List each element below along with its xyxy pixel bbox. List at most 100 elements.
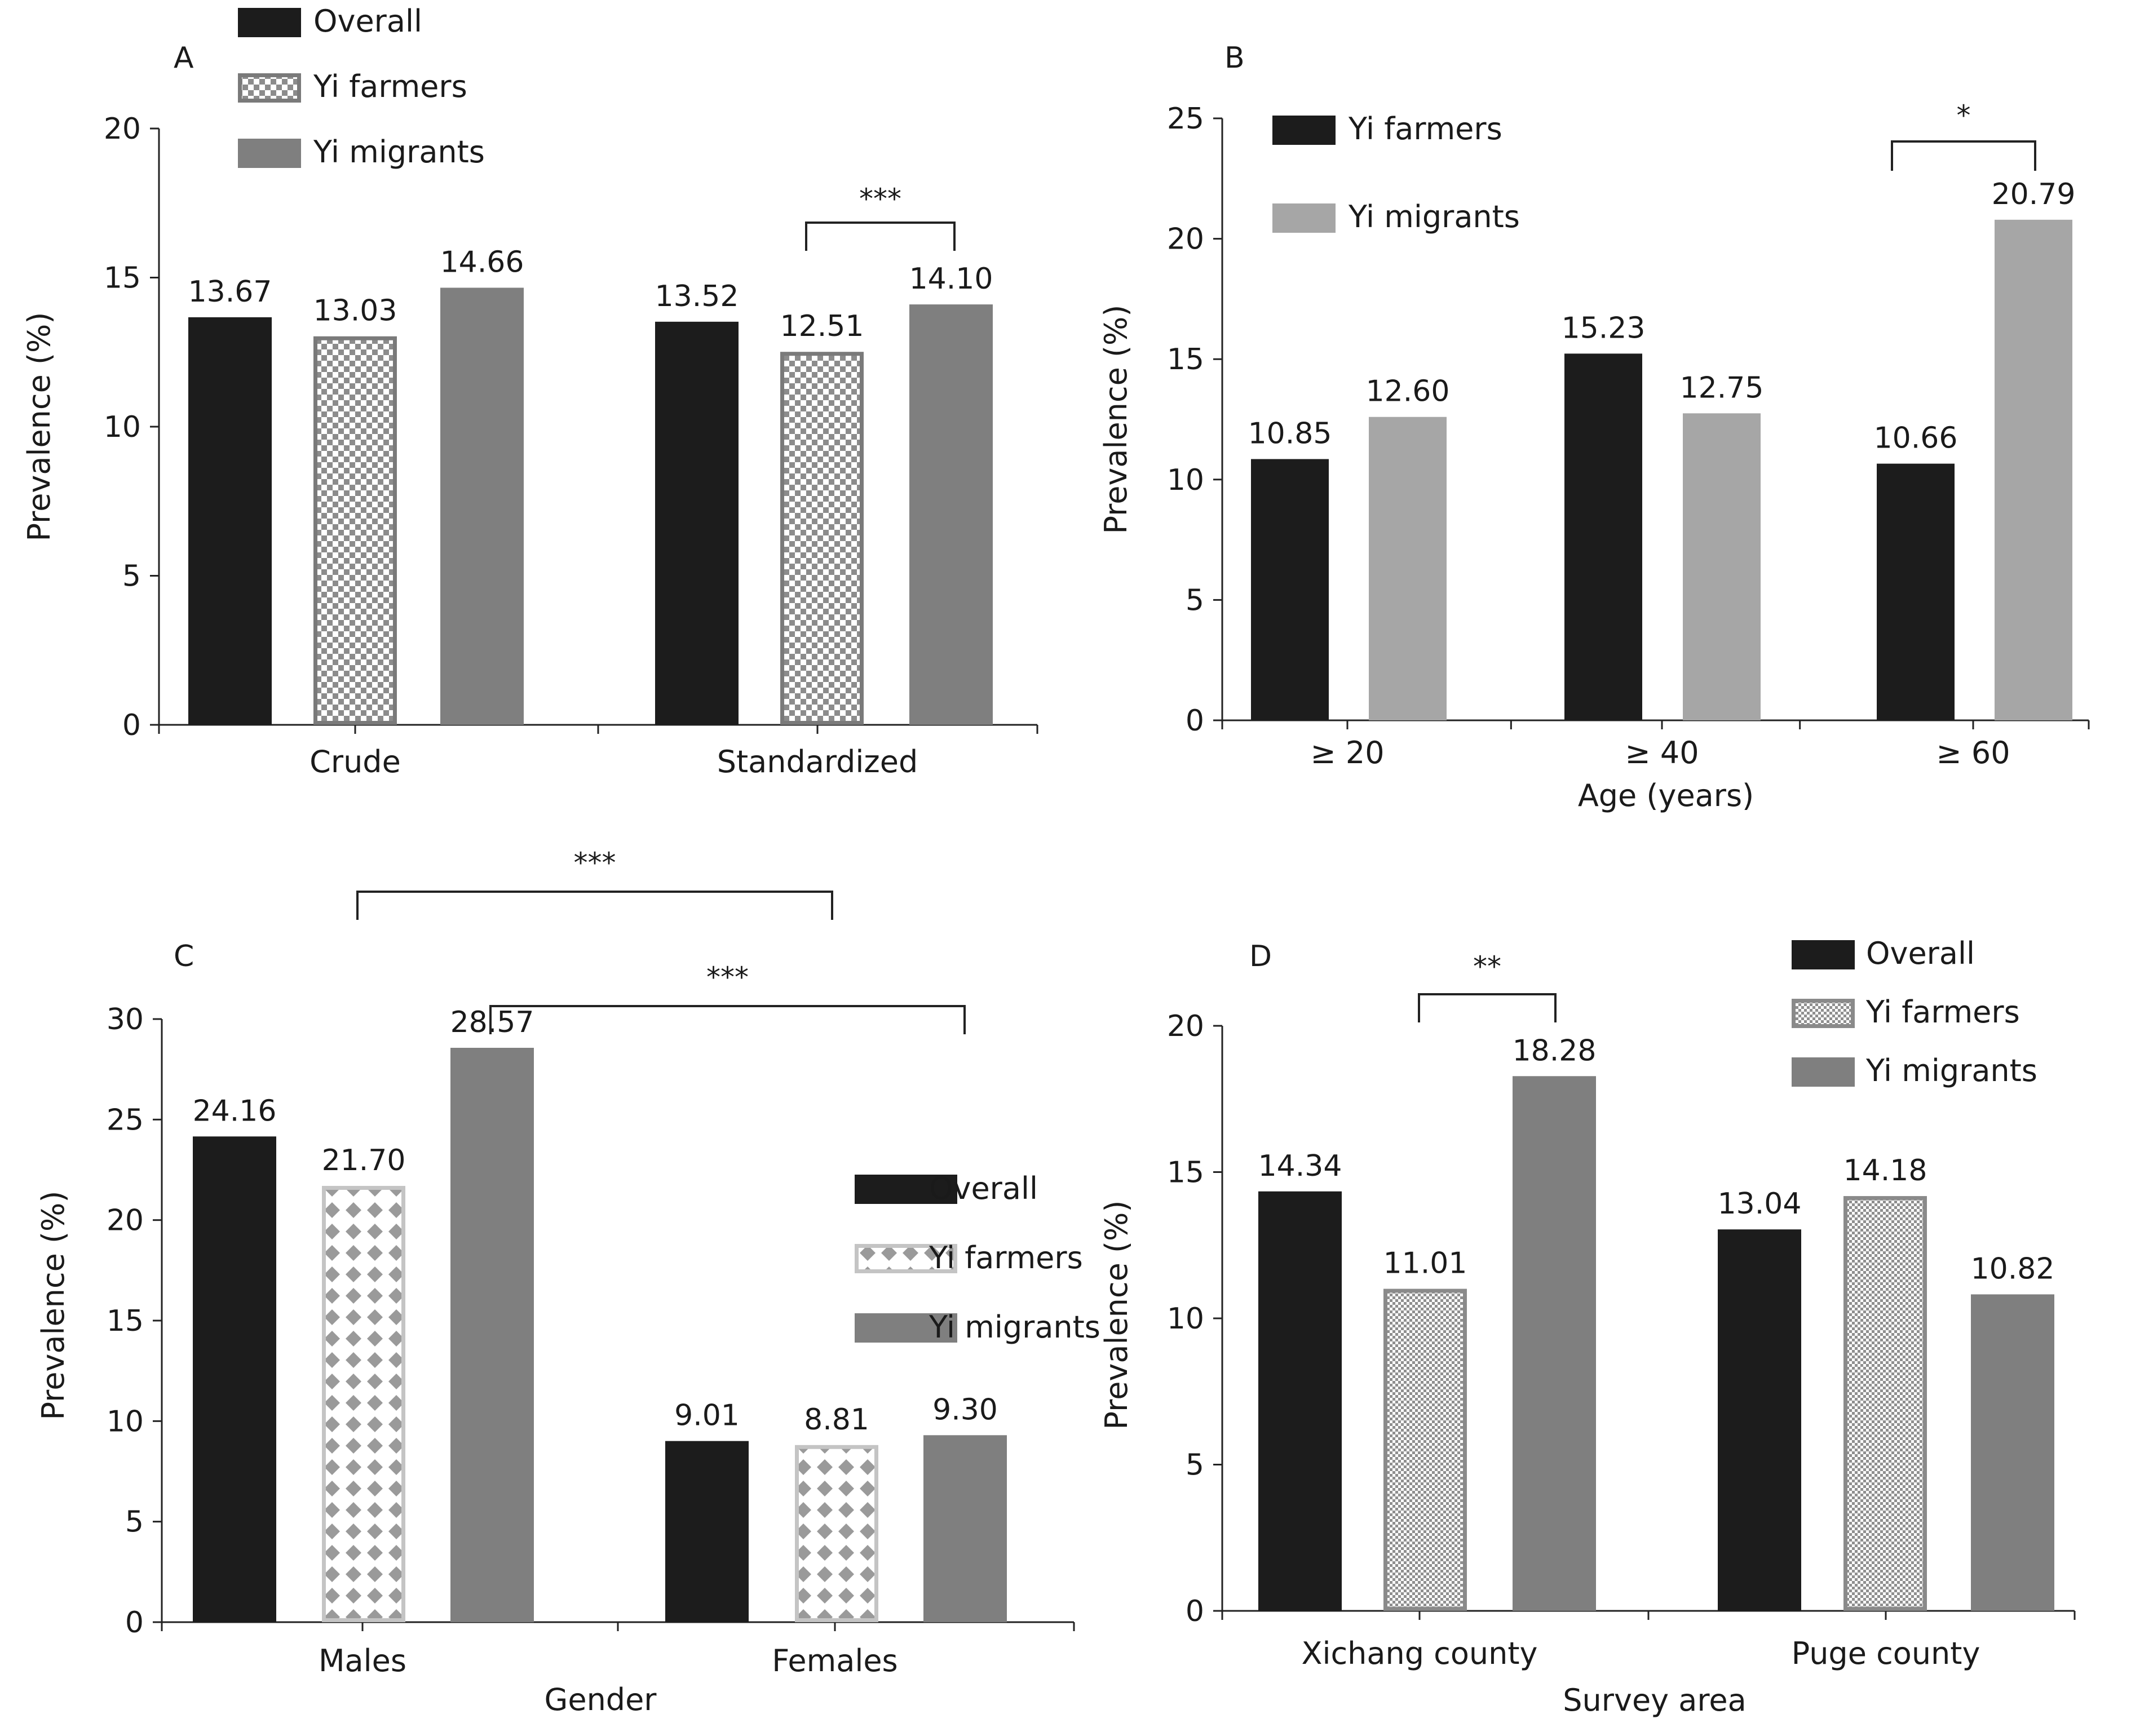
legend-swatch	[1792, 940, 1855, 969]
bar-value-label: 13.04	[1718, 1187, 1802, 1221]
significance-bracket: **	[1418, 950, 1557, 1022]
bracket-line	[1418, 993, 1557, 1022]
bar-overall	[655, 321, 739, 725]
legend-swatch	[1792, 1057, 1855, 1087]
bar-yi-farmers	[795, 1445, 878, 1622]
y-tick-label: 0	[1186, 1595, 1204, 1628]
y-tick-label: 20	[107, 1204, 144, 1238]
panel-a: A 0 5 10 15 20 Prevalence (%) Crude Standardized…	[21, 3, 1038, 780]
y-tick-label: 15	[1167, 343, 1204, 377]
significance-label: ***	[706, 961, 749, 994]
y-tick-label: 15	[1167, 1156, 1204, 1190]
legend-swatch	[855, 1244, 957, 1273]
legend-label: Yi farmers	[929, 1240, 1083, 1276]
bar-value-label: 20.79	[1992, 178, 2076, 211]
bracket-line	[489, 1005, 966, 1034]
panel-label: C	[174, 940, 194, 973]
bar-yi-farmers	[1383, 1288, 1467, 1611]
legend-swatch	[1272, 116, 1336, 145]
bar-yi-migrants	[1513, 1076, 1596, 1611]
legend-label: Yi migrants	[1865, 1053, 2037, 1088]
y-tick-label: 10	[1167, 1302, 1204, 1336]
bar-value-label: 10.66	[1874, 422, 1958, 455]
y-tick-label: 5	[122, 560, 141, 594]
bar-overall	[188, 317, 272, 725]
panel-label: A	[174, 41, 194, 75]
bar-value-label: 13.03	[313, 294, 397, 328]
bar-overall	[1258, 1191, 1342, 1611]
y-tick-label: 5	[1186, 583, 1204, 617]
bar-value-label: 10.82	[1971, 1252, 2055, 1286]
bar-overall	[665, 1441, 749, 1622]
bar-value-label: 8.81	[804, 1403, 869, 1437]
significance-label: *	[1957, 99, 1971, 132]
legend-label: Overall	[1866, 936, 1975, 971]
significance-bracket: ***	[356, 847, 833, 920]
bar-yi-farmers	[1251, 459, 1329, 720]
x-category-label: Crude	[310, 744, 401, 780]
bar-yi-migrants	[1683, 413, 1761, 720]
legend-label: Yi migrants	[929, 1309, 1100, 1345]
legend: Overall Yi farmers Yi migrants	[855, 1171, 1100, 1345]
bar-value-label: 13.52	[655, 280, 739, 313]
x-category-label: Xichang county	[1302, 1636, 1538, 1671]
y-tick-label: 0	[1186, 704, 1204, 738]
bar-value-label: 14.10	[909, 262, 993, 296]
bar-value-label: 14.18	[1843, 1154, 1927, 1188]
y-tick-label: 20	[1167, 1009, 1204, 1043]
bar-value-label: 9.01	[674, 1399, 740, 1433]
legend: Overall Yi farmers Yi migrants	[1792, 936, 2037, 1088]
significance-bracket: *	[1891, 99, 2036, 171]
bracket-line	[805, 222, 956, 251]
legend-swatch	[1792, 999, 1855, 1028]
bar-yi-farmers	[1877, 463, 1955, 720]
bar-yi-farmers	[1564, 353, 1642, 720]
bar-yi-farmers	[1843, 1196, 1927, 1611]
chart-root: A 0 5 10 15 20 Prevalence (%) Crude Standardized…	[21, 3, 2090, 1718]
bar-yi-migrants	[1369, 417, 1447, 720]
significance-bracket: ***	[805, 183, 956, 251]
significance-bracket: ***	[489, 961, 966, 1034]
bar-value-label: 11.01	[1383, 1247, 1467, 1281]
legend-label: Yi migrants	[1348, 199, 1520, 234]
legend: Overall Yi farmers Yi migrants	[238, 3, 485, 170]
y-tick-label: 5	[1186, 1449, 1204, 1482]
bar-value-label: 12.75	[1680, 371, 1764, 405]
legend-label: Overall	[313, 3, 422, 39]
panel-c: C 0 5 10 15 20 25 30 Prevalence (%) Males Females G…	[36, 847, 1100, 1717]
y-axis-label: Prevalence (%)	[36, 1191, 71, 1420]
y-tick-label: 0	[125, 1606, 144, 1640]
x-category-label: ≥ 20	[1310, 735, 1384, 770]
bar-value-label: 12.51	[780, 309, 864, 343]
x-category-label: ≥ 60	[1936, 735, 2010, 770]
legend-swatch	[855, 1175, 957, 1204]
bar-value-label: 21.70	[322, 1144, 406, 1177]
bracket-line	[1891, 140, 2036, 171]
bar-yi-migrants	[1995, 219, 2072, 720]
significance-label: ***	[574, 847, 616, 879]
legend-label: Yi farmers	[313, 69, 467, 104]
bar-value-label: 24.16	[193, 1094, 277, 1128]
y-tick-label: 5	[125, 1505, 144, 1539]
x-category-label: Standardized	[717, 744, 918, 780]
y-axis-label: Prevalence (%)	[1099, 1201, 1134, 1430]
x-category-label: ≥ 40	[1625, 735, 1699, 770]
legend-swatch	[855, 1313, 957, 1343]
bar-yi-migrants	[909, 304, 993, 725]
bar-value-label: 15.23	[1562, 311, 1646, 345]
bar-yi-farmers	[322, 1186, 405, 1623]
bar-overall	[193, 1136, 276, 1622]
y-axis-label: Prevalence (%)	[21, 312, 57, 542]
bracket-line	[356, 891, 833, 920]
x-axis-label: Gender	[545, 1682, 657, 1717]
legend-swatch	[1272, 203, 1336, 233]
legend-label: Overall	[929, 1171, 1038, 1206]
bar-value-label: 14.34	[1258, 1149, 1342, 1183]
x-category-label: Males	[319, 1643, 406, 1679]
x-category-label: Puge county	[1792, 1636, 1980, 1671]
legend-label: Yi farmers	[1348, 111, 1502, 147]
bar-value-label: 14.66	[440, 245, 524, 279]
bar-value-label: 18.28	[1513, 1034, 1597, 1068]
x-axis-label: Survey area	[1563, 1682, 1746, 1718]
